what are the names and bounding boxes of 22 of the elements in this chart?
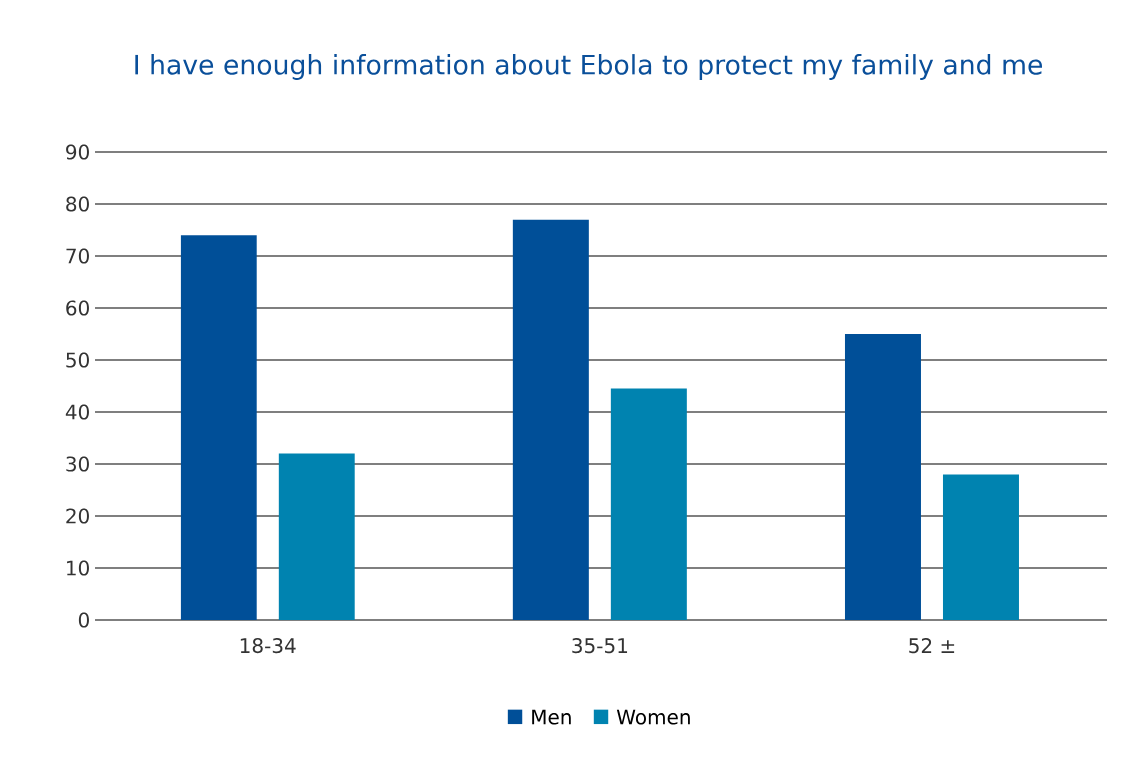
x-tick-label: 52 ± xyxy=(909,638,955,654)
y-tick-label: 60 xyxy=(66,300,89,316)
bar xyxy=(942,474,1019,620)
bar xyxy=(844,334,921,620)
y-tick-label: 70 xyxy=(66,248,89,264)
y-tick-label: 40 xyxy=(65,404,89,420)
bar xyxy=(610,388,687,620)
bar xyxy=(278,453,355,620)
legend-label: Women xyxy=(616,709,690,725)
bar xyxy=(180,235,257,620)
chart-title: I have enough information about Ebola to protect my family and me xyxy=(135,54,1043,80)
x-tick-label: 18-34 xyxy=(240,638,296,654)
y-tick-label: 90 xyxy=(66,144,89,160)
y-tick-label: 80 xyxy=(66,196,89,212)
bar xyxy=(512,219,589,620)
y-tick-label: 30 xyxy=(66,456,89,472)
y-tick-label: 10 xyxy=(67,560,89,576)
x-tick-label: 35-51 xyxy=(572,638,628,654)
y-tick-label: 20 xyxy=(66,508,89,524)
y-tick-label: 0 xyxy=(78,612,89,628)
y-tick-label: 50 xyxy=(66,352,89,368)
legend-label: Men xyxy=(532,709,571,725)
